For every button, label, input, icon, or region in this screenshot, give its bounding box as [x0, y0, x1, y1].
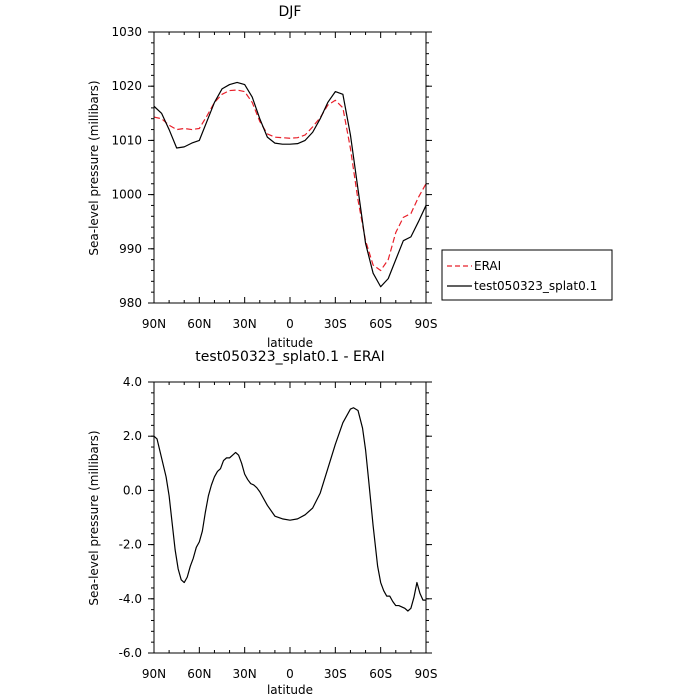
legend: ERAI test050323_splat0.1 [441, 249, 613, 301]
bottom-x-axis-label: latitude [267, 683, 313, 697]
top-x-tick-label: 90N [142, 317, 166, 331]
top-y-tick-label: 1030 [111, 25, 142, 39]
top-x-tick-labels: 90N 60N 30N 0 30S 60S 90S [142, 317, 438, 331]
top-x-tick-label: 30S [324, 317, 347, 331]
bottom-x-tick-labels: 90N 60N 30N 0 30S 60S 90S [142, 667, 438, 681]
bottom-series-line-0 [153, 407, 426, 612]
top-x-tick-label: 60S [369, 317, 392, 331]
bottom-plot-frame [153, 381, 427, 654]
top-series-line-1 [153, 81, 427, 288]
top-y-tick-label: 1010 [111, 133, 142, 147]
top-y-tick-label: 990 [119, 242, 142, 256]
top-series-lines [153, 81, 427, 288]
bottom-chart-title: test050323_splat0.1 - ERAI [195, 349, 384, 365]
top-x-tick-label: 90S [415, 317, 438, 331]
bottom-series-lines [153, 407, 426, 612]
top-ticks [148, 31, 432, 304]
top-y-tick-label: 980 [119, 296, 142, 310]
legend-box [441, 249, 613, 301]
bottom-x-tick-label: 0 [286, 667, 294, 681]
bottom-x-tick-label: 90N [142, 667, 166, 681]
top-x-axis-label: latitude [267, 336, 313, 350]
bottom-y-axis-label: Sea-level pressure (millibars) [87, 430, 101, 605]
bottom-y-tick-label: -6.0 [119, 646, 142, 660]
top-chart-title: DJF [279, 4, 302, 20]
bottom-x-tick-label: 30N [233, 667, 257, 681]
top-x-tick-label: 30N [233, 317, 257, 331]
bottom-y-tick-label: -4.0 [119, 592, 142, 606]
top-x-tick-label: 0 [286, 317, 294, 331]
top-x-tick-label: 60N [187, 317, 211, 331]
bottom-y-tick-label: 2.0 [123, 429, 142, 443]
bottom-x-tick-label: 90S [415, 667, 438, 681]
top-plot-frame [153, 31, 427, 304]
bottom-ticks [148, 381, 432, 654]
top-y-axis-label: Sea-level pressure (millibars) [87, 80, 101, 255]
legend-label-erai: ERAI [474, 259, 501, 273]
top-panel: DJF latitude Sea-level pressure (milliba… [87, 4, 613, 350]
top-y-tick-label: 1020 [111, 79, 142, 93]
bottom-y-tick-label: -2.0 [119, 538, 142, 552]
top-y-tick-label: 1000 [111, 188, 142, 202]
bottom-x-tick-label: 30S [324, 667, 347, 681]
bottom-y-tick-label: 4.0 [123, 375, 142, 389]
top-series-line-0 [153, 89, 427, 272]
bottom-x-tick-label: 60N [187, 667, 211, 681]
bottom-x-tick-label: 60S [369, 667, 392, 681]
legend-label-test: test050323_splat0.1 [474, 279, 597, 293]
top-y-tick-labels: 980 990 1000 1010 1020 1030 [111, 25, 142, 310]
bottom-y-tick-labels: -6.0 -4.0 -2.0 0.0 2.0 4.0 [119, 375, 142, 660]
bottom-panel: test050323_splat0.1 - ERAI latitude Sea-… [87, 349, 437, 697]
bottom-y-tick-label: 0.0 [123, 483, 142, 497]
